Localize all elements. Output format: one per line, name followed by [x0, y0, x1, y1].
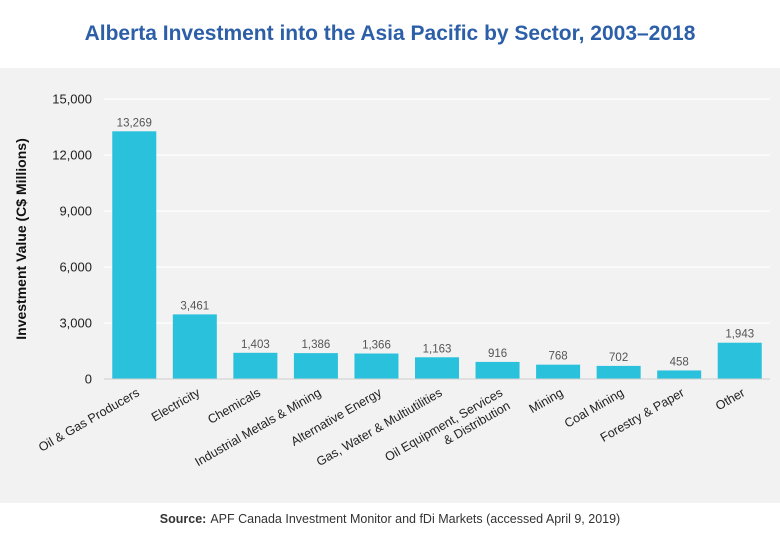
x-category-label: Oil & Gas Producers: [36, 385, 142, 454]
bar: [657, 370, 702, 379]
bar: [112, 131, 157, 379]
source-text: APF Canada Investment Monitor and fDi Ma…: [210, 512, 621, 526]
y-tick-label: 15,000: [52, 92, 92, 107]
data-label: 13,269: [117, 117, 152, 129]
y-axis-title: Investment Value (C$ Millions): [13, 138, 29, 340]
data-label: 1,366: [362, 340, 391, 352]
data-label: 768: [548, 351, 567, 363]
data-label: 1,943: [725, 329, 754, 341]
chart-title: Alberta Investment into the Asia Pacific…: [84, 22, 696, 45]
bar: [596, 365, 641, 379]
data-label: 702: [609, 352, 628, 364]
y-tick-label: 12,000: [52, 148, 92, 163]
bar: [536, 364, 581, 379]
bar: [475, 361, 520, 379]
x-category-label: Electricity: [149, 385, 203, 424]
data-label: 458: [670, 356, 689, 368]
bar: [172, 314, 217, 379]
bar: [415, 357, 459, 379]
y-tick-label: 0: [85, 372, 92, 387]
source-footer: Source: APF Canada Investment Monitor an…: [0, 503, 780, 535]
bar: [233, 352, 278, 379]
title-band: Alberta Investment into the Asia Pacific…: [0, 0, 780, 68]
bar-chart: 13,269 3,461 1,403 1,386 1,366 1,163 916 768 702…: [13, 92, 770, 477]
data-label: 916: [488, 348, 507, 360]
data-label: 1,386: [302, 339, 331, 351]
data-label: 3,461: [180, 300, 209, 312]
bar: [354, 353, 399, 379]
x-axis-categories: Oil & Gas Producers Electricity ChemicalsI…: [36, 385, 747, 477]
data-labels: 13,269 3,461 1,403 1,386 1,366 1,163 916 768 702…: [117, 117, 754, 368]
bar: [293, 353, 338, 379]
data-label: 1,163: [423, 343, 452, 355]
x-category-label: Oil Equipment, Services& Distribution: [383, 385, 513, 477]
x-category-label: Other: [713, 385, 747, 413]
bars: [112, 131, 762, 379]
bar: [717, 342, 762, 379]
y-axis-ticks: 0 3,000 6,000 9,000 12,000 15,000: [52, 92, 92, 387]
x-category-label: Mining: [527, 385, 566, 416]
y-tick-label: 3,000: [59, 316, 92, 331]
y-tick-label: 6,000: [59, 260, 92, 275]
gridlines: [104, 98, 770, 324]
source-label: Source:: [159, 512, 207, 526]
y-tick-label: 9,000: [59, 204, 92, 219]
data-label: 1,403: [241, 339, 270, 351]
